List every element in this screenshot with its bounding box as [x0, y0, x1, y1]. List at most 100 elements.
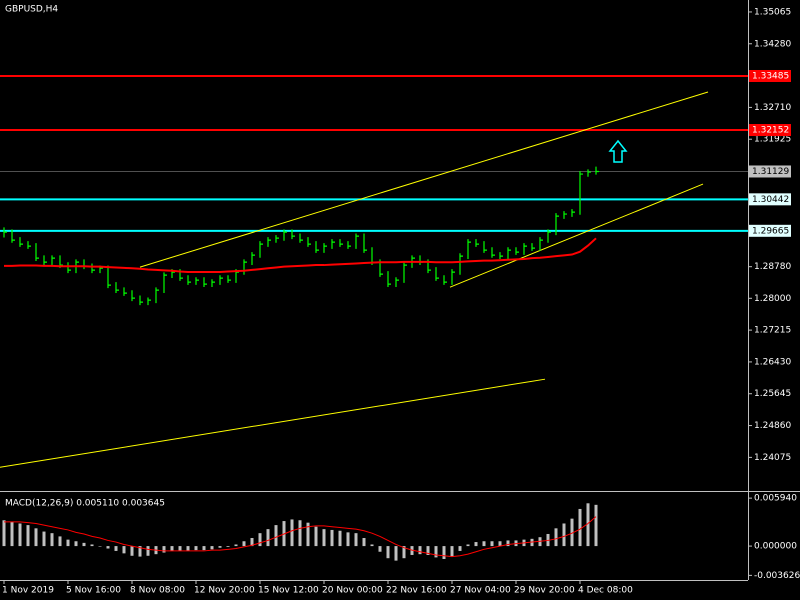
trendline	[0, 378, 546, 468]
last-price-box	[749, 165, 791, 178]
level-box	[749, 193, 791, 206]
last-price-label: 1.31129	[752, 167, 789, 177]
macd-bar	[170, 546, 174, 551]
macd-bar	[474, 542, 478, 547]
macd-bar	[226, 546, 230, 547]
macd-bar	[458, 546, 462, 551]
y-tick-label: 1.28780	[754, 262, 791, 272]
macd-bar	[18, 523, 22, 547]
price-bar	[163, 272, 167, 294]
y-tick-label: 1.32710	[754, 103, 791, 113]
price-bar	[483, 241, 487, 253]
macd-bar	[498, 541, 502, 547]
price-bar	[323, 243, 327, 253]
macd-bar	[338, 530, 342, 547]
macd-bar	[450, 546, 454, 557]
price-bar	[139, 295, 143, 306]
macd-y-tick-label: -0.003626	[754, 571, 800, 581]
macd-bar	[2, 520, 6, 547]
price-bar	[115, 282, 119, 294]
trendline	[139, 91, 709, 268]
price-bar	[107, 265, 111, 289]
level-label: 1.32152	[752, 126, 789, 136]
price-bar	[571, 209, 575, 217]
y-tick-label: 1.28000	[754, 294, 791, 304]
macd-y-tick-label: 0.000000	[754, 542, 797, 552]
price-bar	[547, 229, 551, 243]
price-bar	[363, 233, 367, 253]
price-bar	[507, 247, 511, 259]
macd-bar	[362, 538, 366, 547]
moving-average	[4, 237, 597, 273]
price-bar	[355, 233, 359, 249]
price-bar	[275, 235, 279, 243]
price-bar	[307, 237, 311, 247]
macd-bar	[418, 546, 422, 555]
price-bar	[123, 287, 127, 296]
y-tick-label: 1.24075	[754, 453, 791, 463]
price-bar	[531, 243, 535, 251]
symbol-title: GBPUSD,H4	[5, 5, 58, 15]
x-tick-label: 20 Nov 00:00	[322, 586, 383, 596]
level-box	[749, 124, 791, 137]
macd-bar	[442, 546, 446, 560]
price-bar	[67, 262, 71, 274]
up-arrow	[608, 139, 628, 163]
price-bar	[315, 241, 319, 253]
macd-bar	[554, 528, 558, 547]
macd-bar	[402, 546, 406, 559]
price-bar	[491, 247, 495, 258]
price-bar	[587, 169, 591, 177]
price-bar	[467, 239, 471, 259]
macd-bar	[386, 546, 390, 559]
price-bar	[187, 275, 191, 285]
macd-bar	[594, 504, 598, 547]
price-bar	[563, 211, 567, 219]
price-bar	[299, 233, 303, 243]
y-tick-label: 1.24860	[754, 421, 791, 431]
macd-bar	[346, 532, 350, 547]
macd-bar	[90, 544, 94, 547]
price-bar	[3, 227, 7, 238]
macd-bar	[98, 546, 102, 547]
price-bar	[291, 229, 295, 240]
macd-bar	[394, 546, 398, 561]
price-bar	[227, 275, 231, 283]
x-tick-label: 1 Nov 2019	[2, 586, 54, 596]
macd-bar	[122, 546, 126, 554]
trendline	[449, 183, 704, 288]
x-tick-label: 29 Nov 20:00	[514, 586, 575, 596]
macd-bar	[146, 546, 150, 556]
level-box	[749, 69, 791, 82]
price-bar	[27, 241, 31, 249]
x-tick-label: 12 Nov 20:00	[194, 586, 255, 596]
macd-bar	[482, 541, 486, 547]
macd-y-tick-label: 0.005940	[754, 494, 797, 504]
x-tick-label: 15 Nov 12:00	[258, 586, 319, 596]
macd-bar	[234, 544, 238, 547]
price-bar	[43, 255, 47, 266]
macd-bar	[266, 529, 270, 547]
price-bar	[403, 262, 407, 283]
y-tick-label: 1.34280	[754, 39, 791, 49]
macd-bar	[314, 526, 318, 547]
macd-title: MACD(12,26,9) 0.005110 0.003645	[5, 499, 165, 509]
price-bar	[499, 252, 503, 259]
macd-bar	[578, 508, 582, 547]
macd-bar	[322, 529, 326, 547]
level-label: 1.30442	[752, 195, 789, 205]
macd-signal	[4, 516, 597, 558]
macd-bar	[258, 533, 262, 547]
y-tick-label: 1.35065	[754, 7, 791, 17]
x-tick-label: 4 Dec 08:00	[578, 586, 633, 596]
macd-bar	[306, 522, 310, 547]
price-bar	[515, 247, 519, 255]
price-bar	[451, 269, 455, 285]
price-bar	[459, 253, 463, 275]
macd-bar	[138, 546, 142, 557]
x-tick-label: 8 Nov 08:00	[130, 586, 185, 596]
macd-bar	[586, 503, 590, 547]
price-bar	[155, 287, 159, 304]
